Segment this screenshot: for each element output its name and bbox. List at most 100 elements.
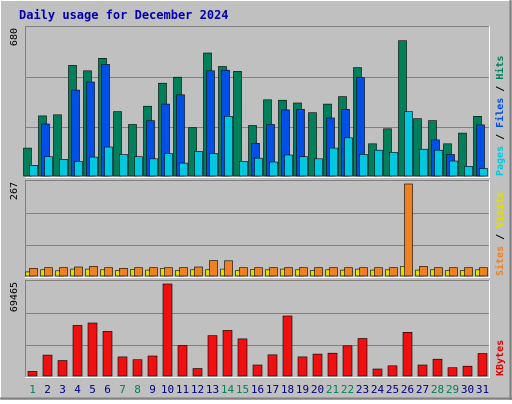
bar-kbytes-day-2 — [42, 354, 53, 377]
bar-sites-day-27 — [419, 266, 428, 277]
bar-pages-day-3 — [59, 159, 68, 177]
bar-kbytes-day-22 — [342, 345, 353, 377]
bar-sites-day-8 — [134, 267, 143, 277]
bar-kbytes-day-26 — [402, 331, 413, 377]
bar-pages-day-20 — [314, 158, 323, 177]
bar-sites-day-13 — [209, 260, 218, 277]
bar-kbytes-day-30 — [462, 365, 473, 377]
panel-sites-ymax-label: 267 — [9, 182, 20, 200]
bar-kbytes-day-3 — [57, 360, 68, 377]
day-label-21: 21 — [326, 383, 339, 396]
day-label-28: 28 — [431, 383, 444, 396]
bar-sites-day-21 — [329, 267, 338, 277]
bar-hits-day-8 — [128, 124, 137, 177]
bar-kbytes-day-9 — [147, 355, 158, 377]
day-label-26: 26 — [401, 383, 414, 396]
bar-sites-day-30 — [464, 267, 473, 277]
day-label-22: 22 — [341, 383, 354, 396]
bar-sites-day-22 — [344, 267, 353, 277]
bar-hits-day-26 — [398, 40, 407, 177]
bar-kbytes-day-1 — [27, 371, 38, 377]
bar-kbytes-day-28 — [432, 358, 443, 377]
day-label-24: 24 — [371, 383, 385, 396]
bar-sites-day-12 — [194, 266, 203, 277]
bar-kbytes-day-15 — [237, 338, 248, 377]
day-label-29: 29 — [446, 383, 459, 396]
bar-sites-day-6 — [104, 267, 113, 277]
day-label-16: 16 — [251, 383, 264, 396]
panel-kbytes-area — [25, 280, 490, 378]
bar-pages-day-4 — [74, 161, 83, 177]
bar-kbytes-day-8 — [132, 359, 143, 377]
bar-sites-day-17 — [269, 267, 278, 277]
bar-pages-day-10 — [164, 153, 173, 177]
day-label-12: 12 — [191, 383, 204, 396]
panel-hits-legend: Pages / Files / Hits — [494, 56, 506, 176]
panel-kbytes-legend: KBytes — [495, 340, 506, 376]
panel-sites-legend: Sites / Visits — [494, 192, 506, 276]
bar-pages-day-5 — [89, 156, 98, 177]
bar-kbytes-day-4 — [72, 325, 83, 377]
bar-hits-day-27 — [413, 118, 422, 177]
bar-pages-day-25 — [389, 152, 398, 177]
legend-entry: KBytes — [495, 340, 506, 376]
bar-sites-day-15 — [239, 267, 248, 277]
bar-sites-day-23 — [359, 267, 368, 277]
legend-entry: Visits — [494, 192, 506, 228]
day-label-20: 20 — [311, 383, 324, 396]
panel-sites: 267 Sites / Visits — [9, 180, 506, 278]
bar-pages-day-19 — [299, 156, 308, 177]
series-sites — [29, 183, 488, 277]
bar-kbytes-day-20 — [312, 353, 323, 377]
bar-sites-day-19 — [299, 267, 308, 277]
bar-pages-day-13 — [209, 153, 218, 177]
bar-pages-day-9 — [149, 158, 158, 177]
bar-pages-day-24 — [374, 149, 383, 177]
bar-kbytes-day-10 — [162, 283, 173, 377]
bar-sites-day-5 — [89, 266, 98, 277]
bar-hits-day-30 — [458, 132, 467, 177]
day-label-3: 3 — [59, 383, 66, 396]
day-label-13: 13 — [206, 383, 219, 396]
day-label-15: 15 — [236, 383, 249, 396]
bar-sites-day-24 — [374, 267, 383, 277]
bar-pages-day-17 — [269, 161, 278, 177]
day-label-4: 4 — [74, 383, 81, 396]
bar-hits-day-1 — [23, 147, 32, 177]
bar-kbytes-day-29 — [447, 367, 458, 377]
legend-entry: / — [495, 228, 506, 246]
series-pages — [29, 111, 488, 177]
bar-kbytes-day-19 — [297, 356, 308, 377]
bar-kbytes-day-25 — [387, 365, 398, 377]
bar-sites-day-4 — [74, 266, 83, 277]
bar-pages-day-31 — [479, 168, 488, 177]
bar-kbytes-day-17 — [267, 354, 278, 377]
day-label-19: 19 — [296, 383, 309, 396]
bar-sites-day-29 — [449, 267, 458, 277]
bar-kbytes-day-12 — [192, 368, 203, 377]
bar-kbytes-day-31 — [477, 353, 488, 377]
legend-entry: / — [495, 80, 506, 98]
day-label-31: 31 — [476, 383, 489, 396]
bar-kbytes-day-5 — [87, 322, 98, 377]
bar-pages-day-11 — [179, 162, 188, 177]
bar-pages-day-21 — [329, 147, 338, 177]
panel-kbytes-ymax-label: 69465 — [9, 282, 20, 312]
bar-sites-day-18 — [284, 267, 293, 277]
bar-sites-day-7 — [119, 268, 128, 277]
bar-pages-day-6 — [104, 146, 113, 177]
bar-pages-day-28 — [434, 149, 443, 177]
panel-sites-area — [25, 180, 490, 278]
bar-sites-day-9 — [149, 267, 158, 277]
bar-sites-day-20 — [314, 267, 323, 277]
bar-sites-day-3 — [59, 267, 68, 277]
bar-kbytes-day-23 — [357, 338, 368, 377]
bar-pages-day-16 — [254, 157, 263, 177]
series-kbytes — [27, 283, 488, 377]
bar-sites-day-25 — [389, 267, 398, 277]
day-label-11: 11 — [176, 383, 189, 396]
bar-pages-day-7 — [119, 154, 128, 177]
bar-sites-day-11 — [179, 267, 188, 277]
day-label-23: 23 — [356, 383, 369, 396]
